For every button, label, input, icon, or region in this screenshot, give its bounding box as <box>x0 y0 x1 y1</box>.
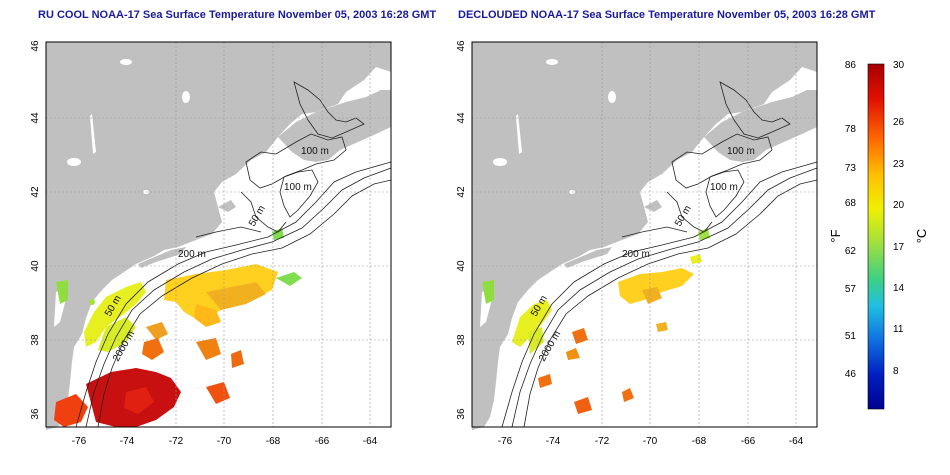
contour-label: 100 m <box>284 182 312 193</box>
celsius-tick: 20 <box>893 200 905 211</box>
fahrenheit-tick: 51 <box>845 331 857 342</box>
celsius-tick: 30 <box>893 60 905 71</box>
fahrenheit-unit-label: °F <box>828 229 843 242</box>
graticule <box>472 42 817 427</box>
temperature-colorbar: 86 78 73 68 62 57 51 46 30 26 23 20 17 1… <box>826 54 946 424</box>
longitude-axis: -76 -74 -72 -70 -68 -66 -64 <box>72 436 378 447</box>
lat-tick-label: 44 <box>30 112 41 124</box>
celsius-ticks: 30 26 23 20 17 14 11 8 <box>893 60 905 377</box>
right-map-title: DECLOUDED NOAA-17 Sea Surface Temperatur… <box>458 9 876 21</box>
latitude-axis: 36 38 40 42 44 46 <box>30 40 41 420</box>
celsius-unit-label: °C <box>914 229 929 244</box>
lat-tick-label: 36 <box>30 408 41 420</box>
lon-tick-label: -74 <box>120 436 135 447</box>
lat-tick-label: 40 <box>30 260 41 272</box>
lat-tick-label: 40 <box>456 260 467 272</box>
celsius-tick: 26 <box>893 117 905 128</box>
contour-label: 100 m <box>727 146 755 157</box>
lat-tick-label: 46 <box>456 40 467 52</box>
lon-tick-label: -70 <box>217 436 232 447</box>
fahrenheit-tick: 57 <box>845 284 857 295</box>
left-sst-map: 100 m 100 m 50 m 200 m 50 m 2000 m -76 <box>0 28 420 468</box>
lon-tick-label: -74 <box>546 436 561 447</box>
lon-tick-label: -72 <box>169 436 184 447</box>
lon-tick-label: -64 <box>363 436 378 447</box>
left-map-title: RU COOL NOAA-17 Sea Surface Temperature … <box>38 9 437 21</box>
lat-tick-label: 42 <box>30 186 41 198</box>
colorbar-gradient <box>867 63 885 410</box>
lat-tick-label: 42 <box>456 186 467 198</box>
celsius-tick: 8 <box>893 366 899 377</box>
celsius-tick: 23 <box>893 159 905 170</box>
contour-label: 200 m <box>622 249 650 260</box>
fahrenheit-tick: 68 <box>845 198 857 209</box>
contour-label: 100 m <box>301 146 329 157</box>
sst-data <box>482 228 710 414</box>
longitude-axis: -76 -74 -72 -70 -68 -66 -64 <box>498 436 804 447</box>
lon-tick-label: -66 <box>741 436 756 447</box>
fahrenheit-tick: 46 <box>845 369 857 380</box>
celsius-tick: 11 <box>893 324 904 335</box>
contour-label: 200 m <box>178 249 206 260</box>
celsius-tick: 17 <box>893 242 905 253</box>
right-sst-map: 100 m 100 m 50 m 200 m 50 m 2000 m -76 -… <box>426 28 846 468</box>
lon-tick-label: -66 <box>315 436 330 447</box>
fahrenheit-tick: 86 <box>845 60 857 71</box>
contour-label: 100 m <box>710 182 738 193</box>
lon-tick-label: -70 <box>643 436 658 447</box>
graticule <box>46 42 391 427</box>
fahrenheit-tick: 73 <box>845 163 857 174</box>
celsius-tick: 14 <box>893 283 905 294</box>
lat-tick-label: 44 <box>456 112 467 124</box>
fahrenheit-ticks: 86 78 73 68 62 57 51 46 <box>845 60 857 380</box>
lat-tick-label: 46 <box>30 40 41 52</box>
lon-tick-label: -76 <box>498 436 513 447</box>
lon-tick-label: -64 <box>789 436 804 447</box>
lon-tick-label: -76 <box>72 436 87 447</box>
lon-tick-label: -72 <box>595 436 610 447</box>
lon-tick-label: -68 <box>692 436 707 447</box>
lon-tick-label: -68 <box>266 436 281 447</box>
latitude-axis: 36 38 40 42 44 46 <box>456 40 467 420</box>
lat-tick-label: 36 <box>456 408 467 420</box>
fahrenheit-tick: 62 <box>845 246 857 257</box>
fahrenheit-tick: 78 <box>845 124 857 135</box>
lat-tick-label: 38 <box>30 334 41 346</box>
lat-tick-label: 38 <box>456 334 467 346</box>
